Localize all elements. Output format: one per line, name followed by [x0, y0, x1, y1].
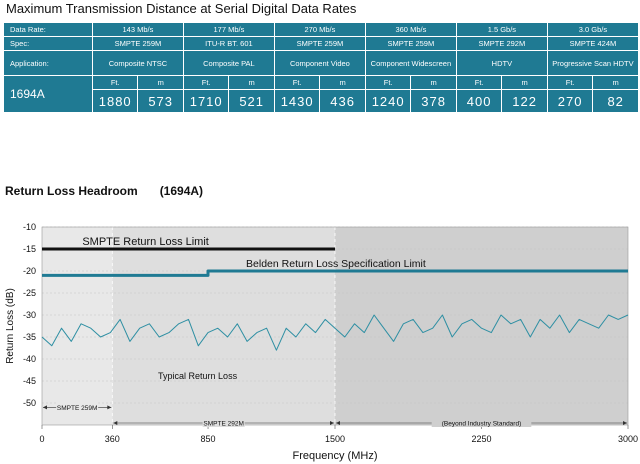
distance-cell: 82	[592, 89, 639, 113]
y-tick-label: -45	[23, 376, 36, 386]
band-label-bg	[431, 418, 532, 427]
band-arrowhead	[113, 421, 118, 425]
series-label: SMPTE Return Loss Limit	[82, 236, 209, 248]
table-row: 1880 573 1710 521 1430 436 1240 378 400 …	[4, 89, 639, 113]
unit-cell: m	[592, 75, 639, 90]
row-header: Data Rate:	[3, 22, 93, 37]
band-background	[112, 227, 335, 425]
table-title: Maximum Transmission Distance at Serial …	[6, 1, 357, 16]
y-tick-label: -50	[23, 398, 36, 408]
band-arrowhead	[623, 421, 627, 425]
table-cell: Component Video	[273, 50, 366, 76]
x-tick-label: 2250	[471, 434, 491, 444]
unit-cell: m	[410, 75, 457, 90]
annotation-label: Typical Return Loss	[158, 371, 238, 381]
x-axis-label: Frequency (MHz)	[293, 450, 378, 462]
distance-cell: 122	[501, 89, 548, 113]
band-label-bg	[202, 418, 245, 427]
series-label: Belden Return Loss Specification Limit	[246, 258, 426, 270]
band-label: SMPTE 292M	[203, 421, 243, 428]
unit-cell: m	[228, 75, 275, 90]
transmission-distance-table: Data Rate: 143 Mb/s 177 Mb/s 270 Mb/s 36…	[3, 22, 640, 113]
series-line	[42, 269, 628, 277]
distance-cell: 1880	[91, 89, 139, 113]
unit-cell: Ft.	[546, 75, 594, 90]
row-header: Application:	[3, 50, 93, 76]
table-cell: SMPTE 259M	[91, 36, 184, 51]
band-background	[335, 227, 628, 425]
table-cell: Composite PAL	[182, 50, 275, 76]
distance-cell: 270	[546, 89, 594, 113]
table-cell: SMPTE 259M	[364, 36, 457, 51]
x-tick-label: 360	[105, 434, 120, 444]
x-tick-label: 0	[39, 434, 44, 444]
unit-cell: m	[501, 75, 548, 90]
y-tick-label: -15	[23, 244, 36, 254]
distance-cell: 436	[319, 89, 366, 113]
series-line	[41, 314, 629, 351]
distance-cell: 1430	[273, 89, 321, 113]
band-arrowhead	[107, 405, 112, 410]
distance-cell: 573	[137, 89, 184, 113]
y-tick-label: -30	[23, 310, 36, 320]
table-row: 1694A Ft. m Ft. m Ft. m Ft. m Ft. m Ft. …	[3, 75, 639, 113]
y-tick-label: -10	[23, 222, 36, 232]
table-row: Spec: SMPTE 259M ITU-R BT. 601 SMPTE 259…	[3, 36, 640, 51]
band-background	[42, 227, 113, 425]
distance-cell: 1710	[182, 89, 230, 113]
unit-cell: Ft.	[364, 75, 412, 90]
band-label: SMPTE 259M	[57, 405, 97, 412]
y-tick-label: -35	[23, 332, 36, 342]
distance-cell: 378	[410, 89, 457, 113]
table-cell: Component Widescreen	[364, 50, 457, 76]
distance-cell: 1240	[364, 89, 412, 113]
table-cell: SMPTE 259M	[273, 36, 366, 51]
table-cell: Composite NTSC	[91, 50, 184, 76]
unit-cell: Ft.	[455, 75, 503, 90]
x-tick-label: 3000	[618, 434, 638, 444]
x-tick-label: 850	[201, 434, 216, 444]
y-axis-label: Return Loss (dB)	[5, 288, 16, 364]
table-row: Data Rate: 143 Mb/s 177 Mb/s 270 Mb/s 36…	[3, 22, 640, 37]
unit-cell: Ft.	[182, 75, 230, 90]
y-tick-label: -20	[23, 266, 36, 276]
x-tick-label: 1500	[325, 434, 345, 444]
table-cell: 143 Mb/s	[91, 22, 184, 37]
chart-title: Return Loss Headroom (1694A)	[5, 184, 203, 198]
unit-cell: Ft.	[273, 75, 321, 90]
band-label-bg	[56, 402, 99, 412]
table-cell: ITU-R BT. 601	[182, 36, 275, 51]
table-cell: 3.0 Gb/s	[546, 22, 640, 37]
chart-title-cable: (1694A)	[159, 184, 204, 198]
y-tick-label: -40	[23, 354, 36, 364]
band-label: (Beyond Industry Standard)	[442, 421, 522, 428]
cable-label: 1694A	[3, 75, 93, 113]
table-cell: 270 Mb/s	[273, 22, 366, 37]
band-arrowhead	[330, 421, 334, 425]
band-arrowhead	[43, 405, 47, 410]
table-cell: HDTV	[455, 50, 548, 76]
chart-title-main: Return Loss Headroom	[5, 184, 138, 198]
table-cell: 360 Mb/s	[364, 22, 457, 37]
y-tick-label: -25	[23, 288, 36, 298]
distance-cell: 521	[228, 89, 275, 113]
table-cell: Progressive Scan HDTV	[546, 50, 640, 76]
distance-cell: 400	[455, 89, 503, 113]
table-row: Application: Composite NTSC Composite PA…	[3, 50, 640, 76]
band-arrowhead	[336, 421, 340, 425]
